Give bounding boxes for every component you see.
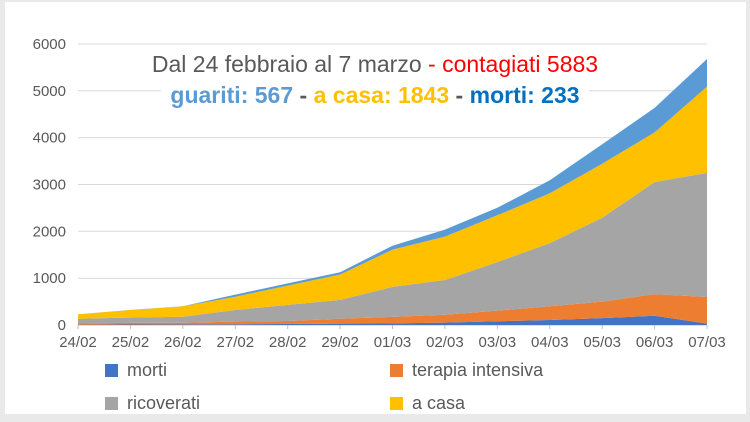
x-axis-label: 03/03: [479, 334, 517, 351]
y-axis-label: 6000: [33, 36, 66, 53]
legend-swatch-ricoverati: [105, 397, 118, 410]
y-axis-label: 0: [58, 317, 66, 334]
legend-label: a casa: [412, 393, 466, 413]
chart-title-line1: Dal 24 febbraio al 7 marzo - contagiati …: [5, 50, 745, 79]
y-axis-label: 3000: [33, 177, 66, 194]
chart-title-line2: guariti: 567 - a casa: 1843 - morti: 233: [5, 81, 745, 110]
chart-title: Dal 24 febbraio al 7 marzo - contagiati …: [5, 50, 745, 110]
x-axis-label: 01/03: [374, 334, 412, 351]
title-date-range: Dal 24 febbraio al 7 marzo: [151, 51, 429, 77]
x-axis-label: 28/02: [269, 334, 307, 351]
title-separator-1: -: [293, 82, 314, 108]
y-axis-label: 4000: [33, 130, 66, 147]
legend-label: terapia intensiva: [412, 360, 544, 380]
legend-swatch-a-casa: [390, 397, 403, 410]
x-axis-label: 26/02: [164, 334, 202, 351]
y-axis-label: 2000: [33, 223, 66, 240]
legend-item-a-casa: a casa: [390, 393, 543, 414]
x-axis-label: 25/02: [112, 334, 150, 351]
x-axis-label: 04/03: [531, 334, 569, 351]
title-guariti: guariti: 567: [170, 82, 294, 108]
legend-item-morti: morti: [105, 360, 390, 381]
x-axis-label: 05/03: [583, 334, 621, 351]
area-morti: [78, 315, 707, 325]
legend-item-terapia-intensiva: terapia intensiva: [390, 360, 543, 381]
title-a-casa: a casa: 1843: [313, 82, 450, 108]
area-a-casa: [78, 86, 707, 319]
area-terapia-intensiva: [78, 294, 707, 325]
title-contagiati: - contagiati 5883: [428, 51, 599, 77]
chart-legend: morti terapia intensiva ricoverati a casa: [105, 360, 543, 414]
x-axis-label: 27/02: [217, 334, 255, 351]
y-axis-label: 5000: [33, 83, 66, 100]
area-ricoverati: [78, 172, 707, 324]
x-axis-label: 24/02: [59, 334, 97, 351]
legend-swatch-morti: [105, 364, 118, 377]
title-separator-2: -: [449, 82, 470, 108]
legend-label: ricoverati: [127, 393, 201, 413]
x-axis-label: 06/03: [636, 334, 674, 351]
legend-label: morti: [127, 360, 167, 380]
y-axis-label: 1000: [33, 270, 66, 287]
x-axis-label: 29/02: [321, 334, 359, 351]
x-axis-label: 07/03: [688, 334, 726, 351]
legend-item-ricoverati: ricoverati: [105, 393, 390, 414]
title-morti: morti: 233: [469, 82, 580, 108]
x-axis-label: 02/03: [426, 334, 464, 351]
legend-swatch-terapia-intensiva: [390, 364, 403, 377]
